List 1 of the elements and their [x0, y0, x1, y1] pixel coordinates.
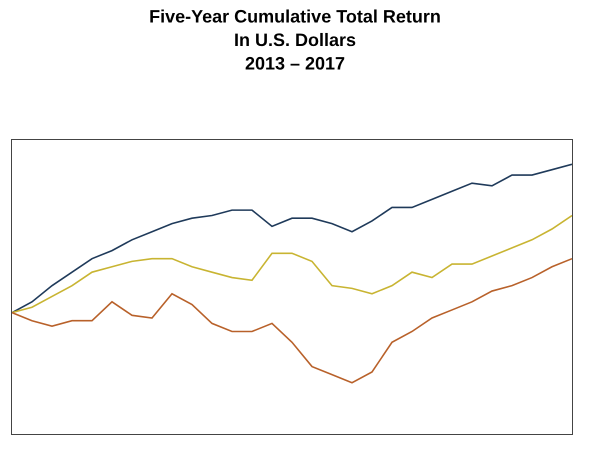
- chart-title: Five-Year Cumulative Total Return In U.S. Dollars 2013 – 2017: [149, 6, 441, 74]
